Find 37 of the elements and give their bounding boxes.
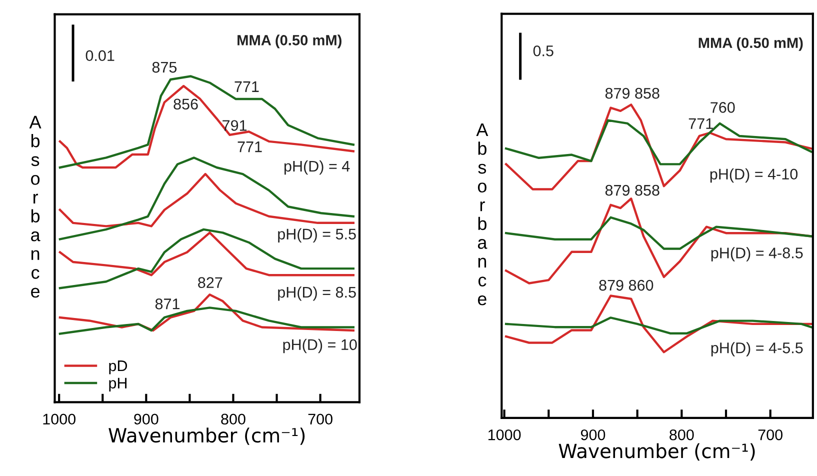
annotation: 871 bbox=[155, 298, 180, 310]
x-tick-label: 800 bbox=[221, 414, 246, 425]
text: 0.5 bbox=[533, 45, 554, 56]
x-axis-title: Wavenumber (cm⁻¹) bbox=[558, 443, 755, 461]
annotation: pH(D) = 8.5 bbox=[278, 286, 356, 301]
x-tick-label: 900 bbox=[134, 414, 158, 425]
annotation: 827 bbox=[198, 277, 222, 288]
annotation: pH(D) = 4-5.5 bbox=[711, 342, 803, 356]
annotation: 771 bbox=[234, 81, 259, 92]
text: MMA (0.50 mM) bbox=[238, 34, 342, 48]
legend-label: pH bbox=[109, 378, 126, 392]
x-tick-label: 900 bbox=[580, 429, 606, 440]
annotation: pH(D) = 4-8.5 bbox=[711, 247, 803, 262]
annotation: 791 bbox=[222, 120, 247, 131]
x-tick-label: 800 bbox=[670, 429, 694, 440]
annotation: pH(D) = 10 bbox=[283, 338, 357, 354]
annotation: 879 858 bbox=[605, 184, 660, 196]
annotation: 760 bbox=[710, 102, 735, 113]
text: 879 858 bbox=[605, 88, 660, 99]
x-tick-label: 1000 bbox=[43, 414, 76, 425]
legend-label: pD bbox=[109, 360, 128, 374]
text: Absorbance bbox=[29, 116, 42, 298]
x-tick-label: 1000 bbox=[488, 429, 521, 440]
text: 0.01 bbox=[86, 50, 114, 62]
annotation: 879 860 bbox=[599, 280, 654, 291]
annotation: pH(D) = 4-10 bbox=[710, 168, 798, 183]
x-axis-title: Wavenumber (cm⁻¹) bbox=[108, 428, 305, 445]
annotation: pH(D) = 4 bbox=[284, 160, 350, 175]
annotation: 771 bbox=[238, 142, 262, 152]
text: MMA (0.50 mM) bbox=[698, 37, 803, 51]
text: 875 bbox=[152, 62, 177, 73]
annotation: pH(D) = 5.5 bbox=[278, 228, 356, 243]
annotation: 856 bbox=[174, 98, 198, 110]
x-tick-label: 700 bbox=[308, 414, 332, 425]
x-tick-label: 700 bbox=[758, 429, 782, 440]
annotation: 771 bbox=[688, 118, 713, 129]
text: Absorbance bbox=[476, 124, 488, 306]
